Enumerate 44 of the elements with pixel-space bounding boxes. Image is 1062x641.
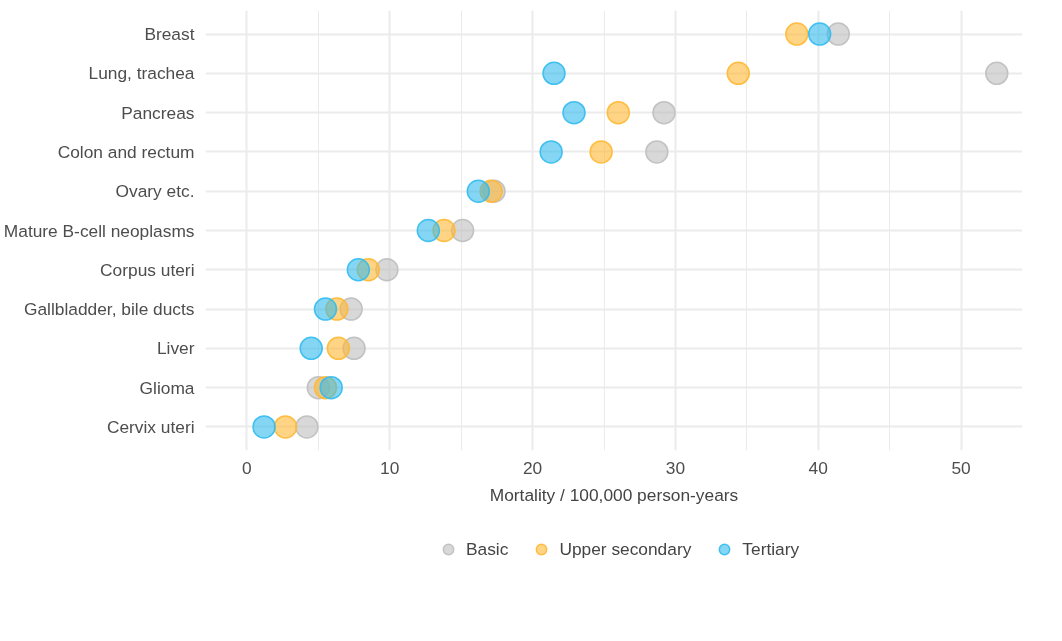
y-tick-label: Lung, trachea (88, 63, 195, 84)
y-tick-label: Cervix uteri (106, 416, 195, 437)
y-tick-label: Ovary etc. (115, 181, 195, 202)
point (785, 22, 809, 46)
x-tick-label: 0 (242, 457, 252, 478)
legend-label: Upper secondary (559, 538, 692, 560)
point (539, 140, 563, 164)
point (807, 22, 832, 46)
y-tick-label: Gallbladder, bile ducts (24, 299, 195, 320)
x-tick-label: 40 (808, 457, 828, 478)
y-tick-label: Mature B-cell neoplasms (3, 220, 195, 241)
x-tick-label: 20 (522, 457, 543, 478)
y-tick-label: Breast (144, 24, 195, 45)
x-tick-label: 30 (665, 457, 686, 478)
point (589, 140, 613, 164)
point (252, 415, 276, 439)
y-tick-label: Corpus uteri (100, 259, 195, 280)
point (273, 415, 298, 439)
point (319, 375, 343, 400)
point (295, 415, 319, 439)
point (346, 258, 371, 282)
y-tick-label: Colon and rectum (57, 141, 195, 162)
point (450, 218, 475, 243)
point (652, 100, 676, 125)
point (985, 61, 1009, 86)
point (313, 297, 338, 321)
point (542, 61, 566, 86)
point (326, 336, 351, 361)
y-tick-label: Pancreas (121, 102, 195, 123)
point (299, 336, 323, 361)
y-tick-label: Liver (156, 338, 195, 359)
x-tick-label: 50 (951, 457, 971, 478)
legend-label: Tertiary (742, 538, 800, 560)
point (826, 22, 850, 46)
point (726, 61, 751, 86)
point (645, 140, 669, 164)
point (416, 218, 441, 243)
x-tick-label: 10 (380, 457, 400, 478)
point (606, 100, 631, 125)
legend-label: Basic (466, 538, 509, 560)
y-tick-label: Glioma (139, 377, 195, 398)
point (562, 100, 586, 125)
x-axis-title: Mortality / 100,000 person-years (489, 484, 739, 505)
point (466, 179, 491, 203)
